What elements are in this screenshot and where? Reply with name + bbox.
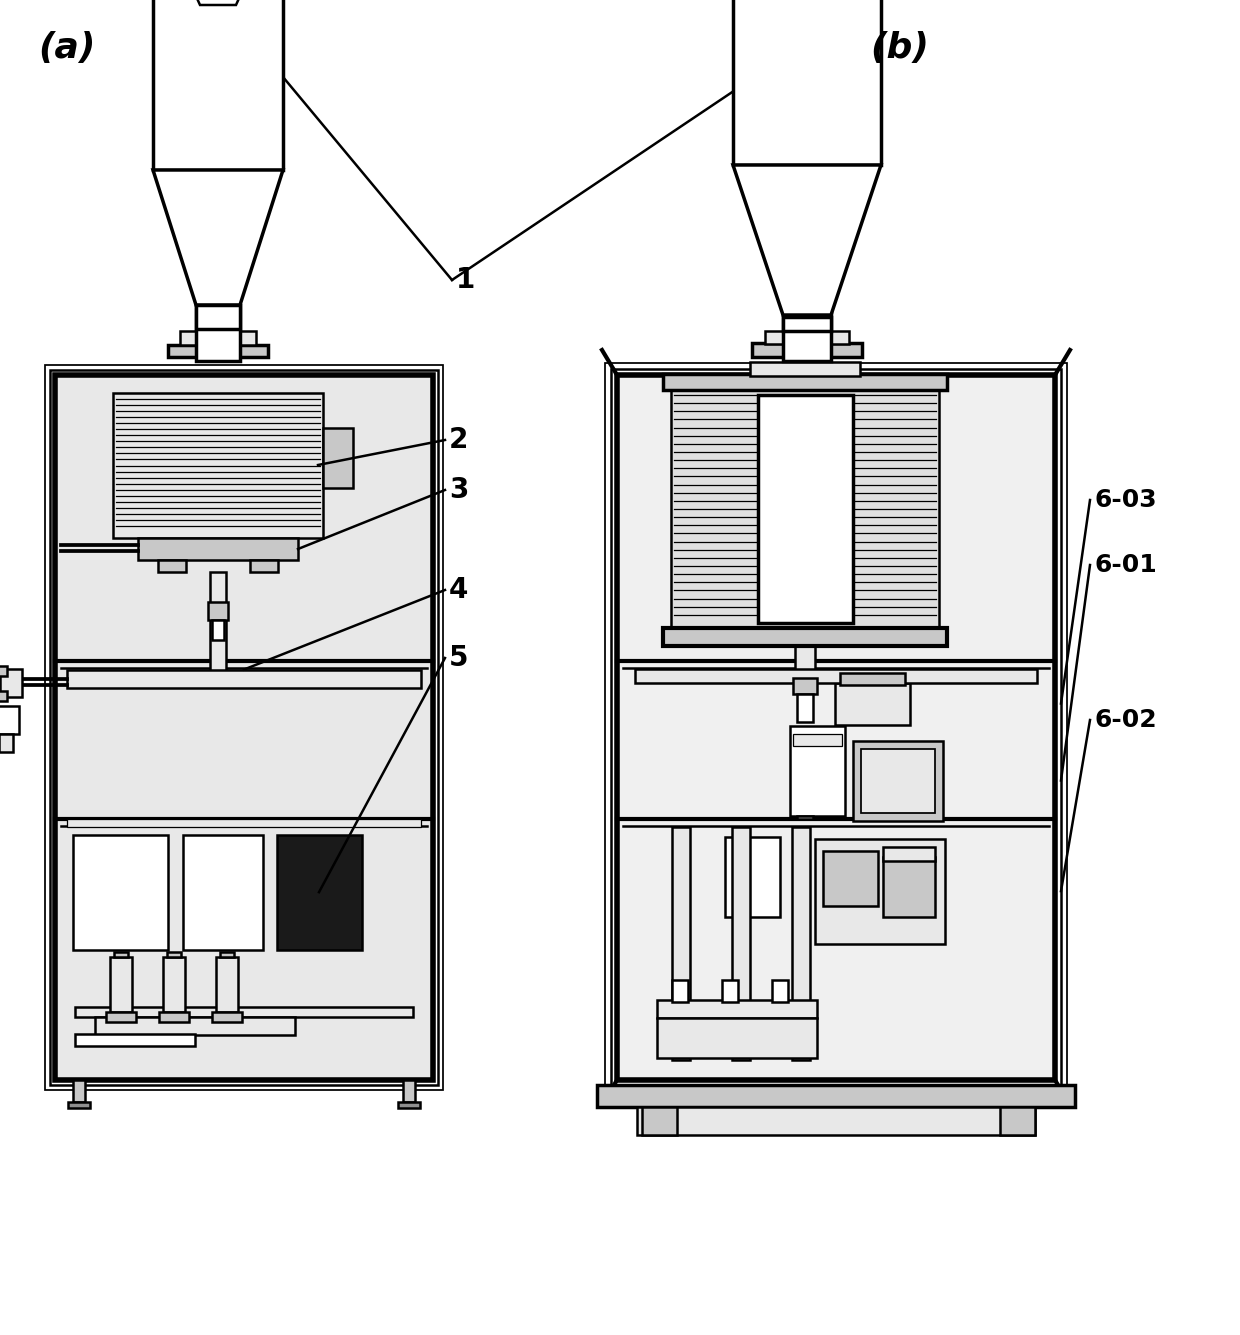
Bar (114, 952, 128, 957)
Bar (95, 1017, 295, 1035)
Bar (611, 368, 1061, 1085)
Bar (794, 678, 817, 694)
Bar (162, 957, 185, 1012)
Bar (74, 1035, 195, 1047)
Bar (663, 374, 947, 390)
Bar (167, 344, 268, 356)
Bar (210, 571, 226, 673)
Bar (722, 980, 738, 1003)
Text: 2: 2 (449, 426, 469, 454)
Bar (180, 331, 255, 344)
Bar (0, 705, 19, 733)
Bar (790, 725, 844, 816)
Bar (657, 1019, 817, 1059)
Bar (797, 816, 813, 820)
Polygon shape (191, 0, 246, 5)
Bar (110, 957, 131, 1012)
Bar (815, 840, 945, 944)
Text: 6-01: 6-01 (1095, 553, 1158, 577)
Bar (861, 749, 935, 813)
Bar (184, 836, 263, 951)
Bar (138, 538, 298, 559)
Bar (0, 669, 22, 697)
Bar (105, 1012, 136, 1023)
Bar (0, 690, 7, 701)
Bar (835, 682, 910, 725)
Bar (113, 392, 322, 538)
Bar (795, 646, 815, 673)
Bar (642, 1107, 677, 1135)
Bar (792, 828, 810, 1060)
Text: 5: 5 (449, 643, 469, 672)
Bar (45, 364, 443, 1089)
Bar (596, 1085, 1075, 1107)
Bar (637, 1107, 1035, 1135)
Bar (657, 1000, 817, 1019)
Bar (208, 602, 228, 619)
Bar (853, 741, 942, 821)
Bar (398, 1101, 420, 1108)
Bar (167, 952, 181, 957)
Bar (55, 375, 433, 1080)
Bar (839, 673, 905, 685)
Bar (196, 304, 241, 360)
Bar (403, 1080, 415, 1101)
Bar (883, 848, 935, 861)
Bar (0, 733, 12, 752)
Bar (219, 952, 234, 957)
Bar (212, 1012, 242, 1023)
Bar (782, 300, 831, 360)
Bar (883, 857, 935, 917)
Bar (794, 733, 842, 745)
Bar (672, 980, 688, 1003)
Bar (216, 957, 238, 1012)
Text: 3: 3 (449, 477, 469, 505)
Bar (73, 836, 167, 951)
Bar (153, 0, 283, 170)
Bar (212, 619, 224, 639)
Text: (a): (a) (38, 31, 95, 65)
Bar (73, 1080, 86, 1101)
Bar (732, 828, 750, 1060)
Bar (725, 837, 780, 917)
Polygon shape (153, 170, 283, 304)
Bar (0, 666, 7, 676)
Bar (999, 1107, 1035, 1135)
Bar (733, 0, 880, 166)
Bar (50, 370, 438, 1085)
Text: (b): (b) (870, 31, 929, 65)
Bar (605, 363, 1066, 1092)
Bar (758, 395, 853, 623)
Bar (751, 343, 862, 356)
Bar (250, 559, 278, 571)
Bar (159, 1012, 188, 1023)
Bar (68, 1101, 91, 1108)
Bar (618, 375, 1055, 1080)
Bar (782, 316, 831, 331)
Text: 6-02: 6-02 (1095, 708, 1158, 732)
Bar (797, 694, 813, 722)
Bar (773, 980, 787, 1003)
Bar (635, 669, 1037, 682)
Bar (74, 1007, 413, 1017)
Bar (196, 304, 241, 328)
Text: 6-03: 6-03 (1095, 489, 1158, 513)
Text: 1: 1 (456, 266, 475, 294)
Bar (322, 429, 353, 489)
Bar (157, 559, 186, 571)
Polygon shape (733, 166, 880, 315)
Text: 4: 4 (449, 575, 469, 603)
Bar (765, 331, 849, 344)
Bar (67, 820, 422, 828)
Bar (277, 836, 362, 951)
Bar (750, 362, 861, 376)
Bar (663, 627, 947, 646)
Bar (67, 670, 422, 688)
Bar (672, 828, 689, 1060)
Bar (671, 390, 939, 627)
Bar (823, 852, 878, 906)
